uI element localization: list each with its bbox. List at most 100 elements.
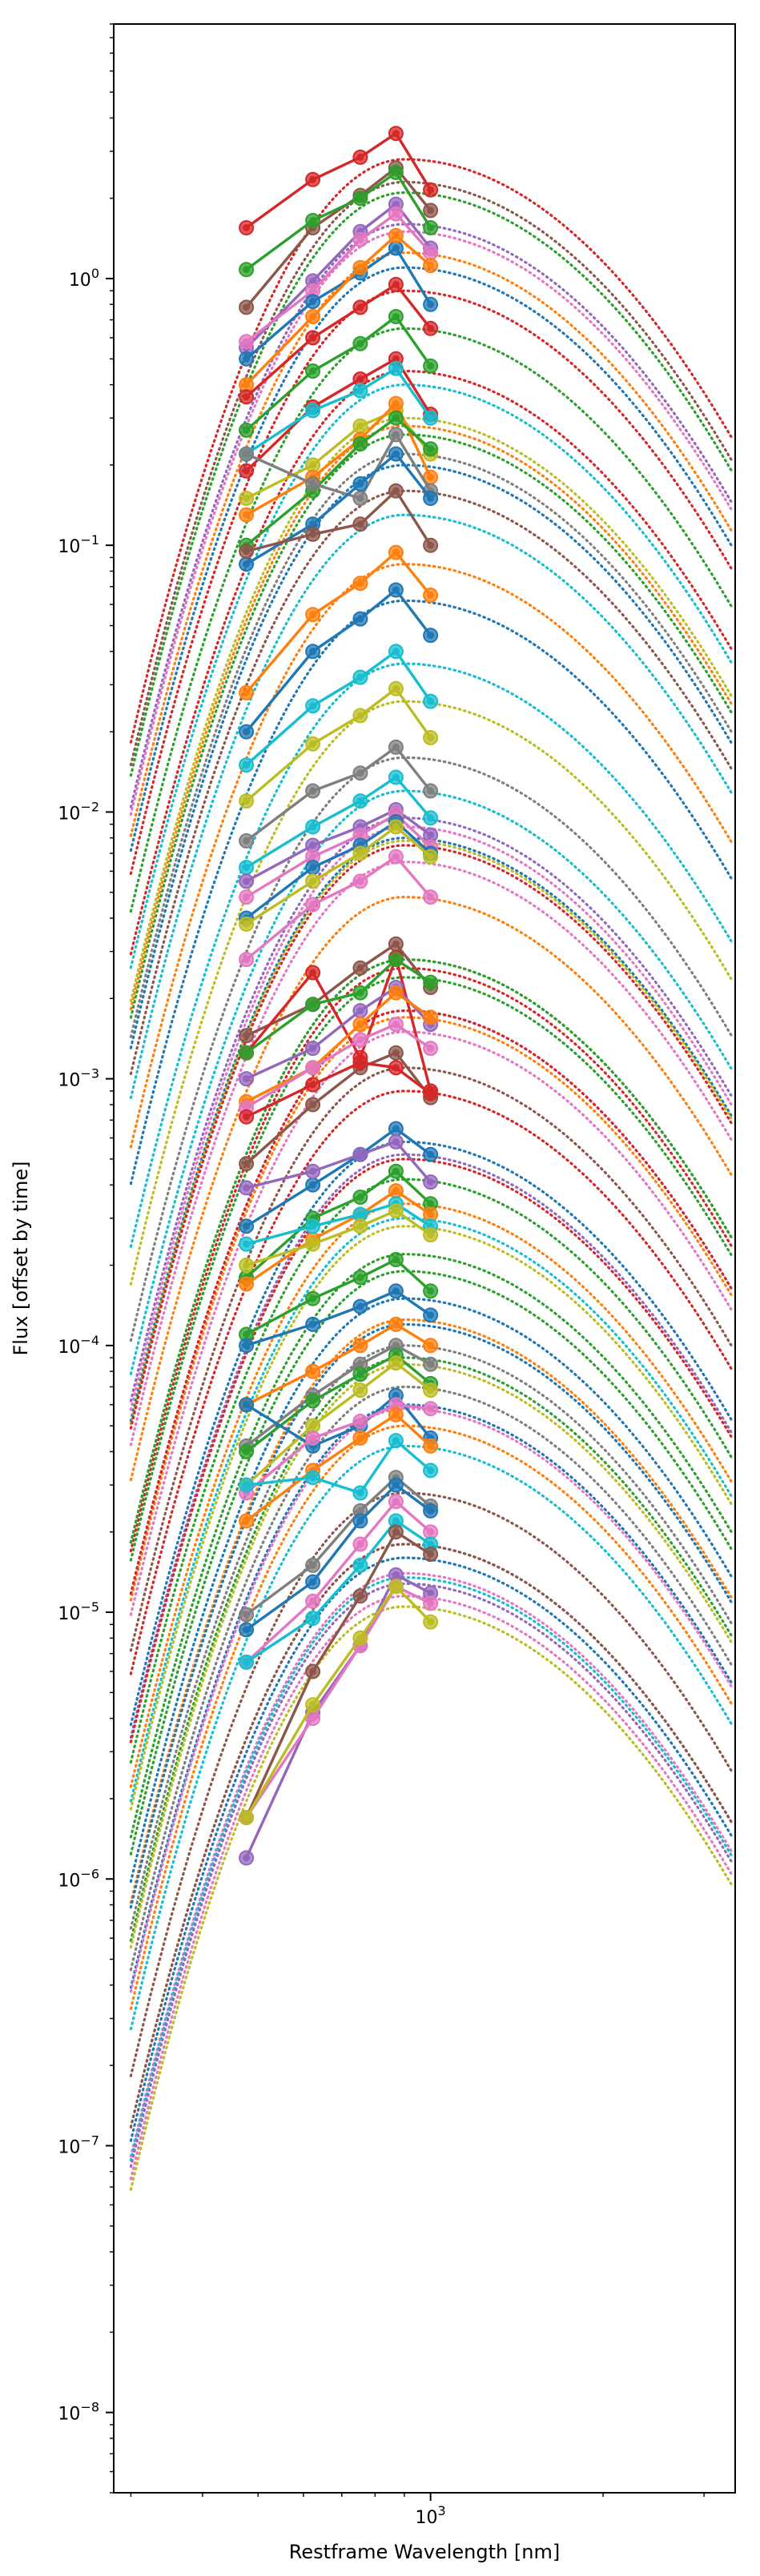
data-point-core xyxy=(309,901,317,909)
data-point-core xyxy=(392,1391,400,1399)
data-point-core xyxy=(243,1240,251,1248)
data-point-core xyxy=(392,487,400,495)
data-point-core xyxy=(427,324,435,332)
data-point-core xyxy=(392,210,400,218)
data-point-core xyxy=(392,743,400,751)
data-point-core xyxy=(309,1101,317,1109)
data-point-core xyxy=(309,1615,317,1622)
data-point-core xyxy=(392,1437,400,1445)
data-point-core xyxy=(243,495,251,502)
data-point-core xyxy=(309,740,317,748)
data-point-core xyxy=(427,1200,435,1208)
data-point-core xyxy=(243,1184,251,1192)
data-point-core xyxy=(356,1434,364,1442)
data-point-core xyxy=(309,217,317,224)
model-curve xyxy=(129,599,733,1186)
data-point-core xyxy=(356,1517,364,1525)
data-point-core xyxy=(309,611,317,619)
data-point-core xyxy=(309,1561,317,1569)
y-tick-label: 10−6 xyxy=(58,1866,99,1891)
data-point-core xyxy=(356,1418,364,1425)
data-point-core xyxy=(392,1287,400,1295)
data-point-core xyxy=(356,387,364,395)
data-point-core xyxy=(356,1342,364,1350)
data-point-core xyxy=(392,1342,400,1350)
data-point-core xyxy=(427,734,435,741)
model-curve xyxy=(129,223,733,809)
x-tick-label: 103 xyxy=(416,2503,446,2528)
data-point-core xyxy=(356,520,364,528)
data-point-core xyxy=(356,339,364,347)
data-point-core xyxy=(243,467,251,475)
data-point-core xyxy=(392,231,400,239)
model-curve xyxy=(129,1385,733,1972)
data-point-core xyxy=(392,1528,400,1536)
data-point-core xyxy=(427,697,435,705)
data-point-core xyxy=(392,399,400,407)
data-point-core xyxy=(356,964,364,972)
data-point-core xyxy=(243,920,251,928)
y-tick-label: 10−5 xyxy=(58,1599,99,1624)
data-point-core xyxy=(392,853,400,861)
data-point-core xyxy=(243,688,251,696)
model-curve xyxy=(129,230,733,817)
data-point-core xyxy=(309,407,317,415)
data-point-core xyxy=(427,249,435,257)
data-point-core xyxy=(427,632,435,640)
data-point-core xyxy=(243,511,251,519)
data-point-core xyxy=(356,712,364,720)
data-point-core xyxy=(427,1528,435,1536)
model-curve xyxy=(129,1356,733,1942)
data-point-core xyxy=(356,1150,364,1158)
data-point-core xyxy=(427,186,435,194)
model-curve xyxy=(129,1571,733,2158)
data-point-core xyxy=(243,560,251,568)
data-point-core xyxy=(243,1113,251,1121)
data-point-core xyxy=(243,355,251,363)
data-point-core xyxy=(243,224,251,231)
data-point-core xyxy=(356,989,364,997)
model-curve xyxy=(129,1556,733,2142)
data-point-core xyxy=(309,1064,317,1072)
data-point-core xyxy=(309,277,317,285)
data-point-core xyxy=(243,1032,251,1040)
data-point-core xyxy=(309,787,317,795)
data-point-core xyxy=(243,1481,251,1489)
data-point-core xyxy=(309,969,317,977)
data-point-core xyxy=(427,1405,435,1413)
model-curve xyxy=(129,1153,733,1739)
data-point-core xyxy=(427,592,435,599)
data-point-core xyxy=(243,1280,251,1288)
data-point-core xyxy=(427,224,435,231)
data-point-core xyxy=(427,1231,435,1239)
data-point-core xyxy=(427,1287,435,1295)
observed-sed-lines xyxy=(239,126,439,1866)
data-point-core xyxy=(243,1854,251,1862)
data-point-core xyxy=(356,1036,364,1044)
data-point-core xyxy=(427,831,435,839)
data-point-core xyxy=(392,355,400,363)
data-point-core xyxy=(243,548,251,556)
data-point-core xyxy=(309,1240,317,1248)
data-point-core xyxy=(427,1467,435,1475)
x-axis-label: Restframe Wavelength [nm] xyxy=(289,2541,560,2563)
data-point-core xyxy=(356,580,364,588)
data-point-core xyxy=(243,1075,251,1083)
data-point-core xyxy=(392,1583,400,1591)
data-point-core xyxy=(356,153,364,161)
data-point-core xyxy=(356,375,364,383)
model-curve xyxy=(129,266,733,852)
data-point-core xyxy=(309,461,317,469)
data-point-core xyxy=(243,761,251,769)
model-curve xyxy=(129,1595,733,2181)
data-point-core xyxy=(356,1302,364,1310)
model-curves xyxy=(129,158,733,2191)
data-point-core xyxy=(356,1007,364,1015)
data-point-core xyxy=(392,1481,400,1489)
data-point-core xyxy=(243,1447,251,1455)
model-curve xyxy=(129,1362,733,1949)
model-curve xyxy=(129,463,733,1049)
model-curve xyxy=(129,1270,733,1856)
data-point-core xyxy=(427,1045,435,1053)
data-point-core xyxy=(427,1178,435,1186)
